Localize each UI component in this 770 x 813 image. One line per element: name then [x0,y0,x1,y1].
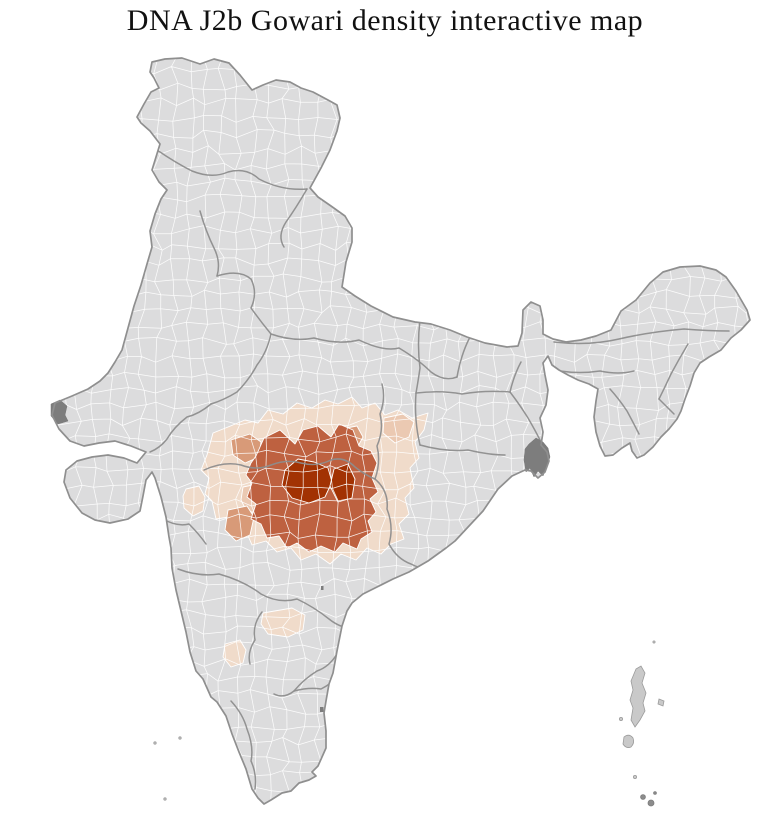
nicobar-island[interactable] [640,794,646,800]
state-borders [149,149,730,790]
island-dot [652,640,656,644]
island-dot [633,775,638,780]
nicobar-island[interactable] [647,799,655,807]
andaman-islet [619,717,624,722]
coast-enclave [321,586,324,590]
density-patch-medium[interactable] [224,505,255,542]
density-patch-very-low[interactable] [260,607,306,638]
lakshadweep-islet [153,741,157,745]
lakshadweep-islet [178,736,182,740]
coast-enclave [320,707,324,712]
andaman-island-south[interactable] [622,734,635,748]
andaman-island[interactable] [629,665,647,728]
andaman-islet[interactable] [657,698,665,707]
nicobar-islet [653,791,657,795]
lakshadweep-islet [163,797,167,801]
density-patch-highest[interactable] [329,463,356,503]
islands [153,640,665,807]
page-title: DNA J2b Gowari density interactive map [126,4,644,37]
